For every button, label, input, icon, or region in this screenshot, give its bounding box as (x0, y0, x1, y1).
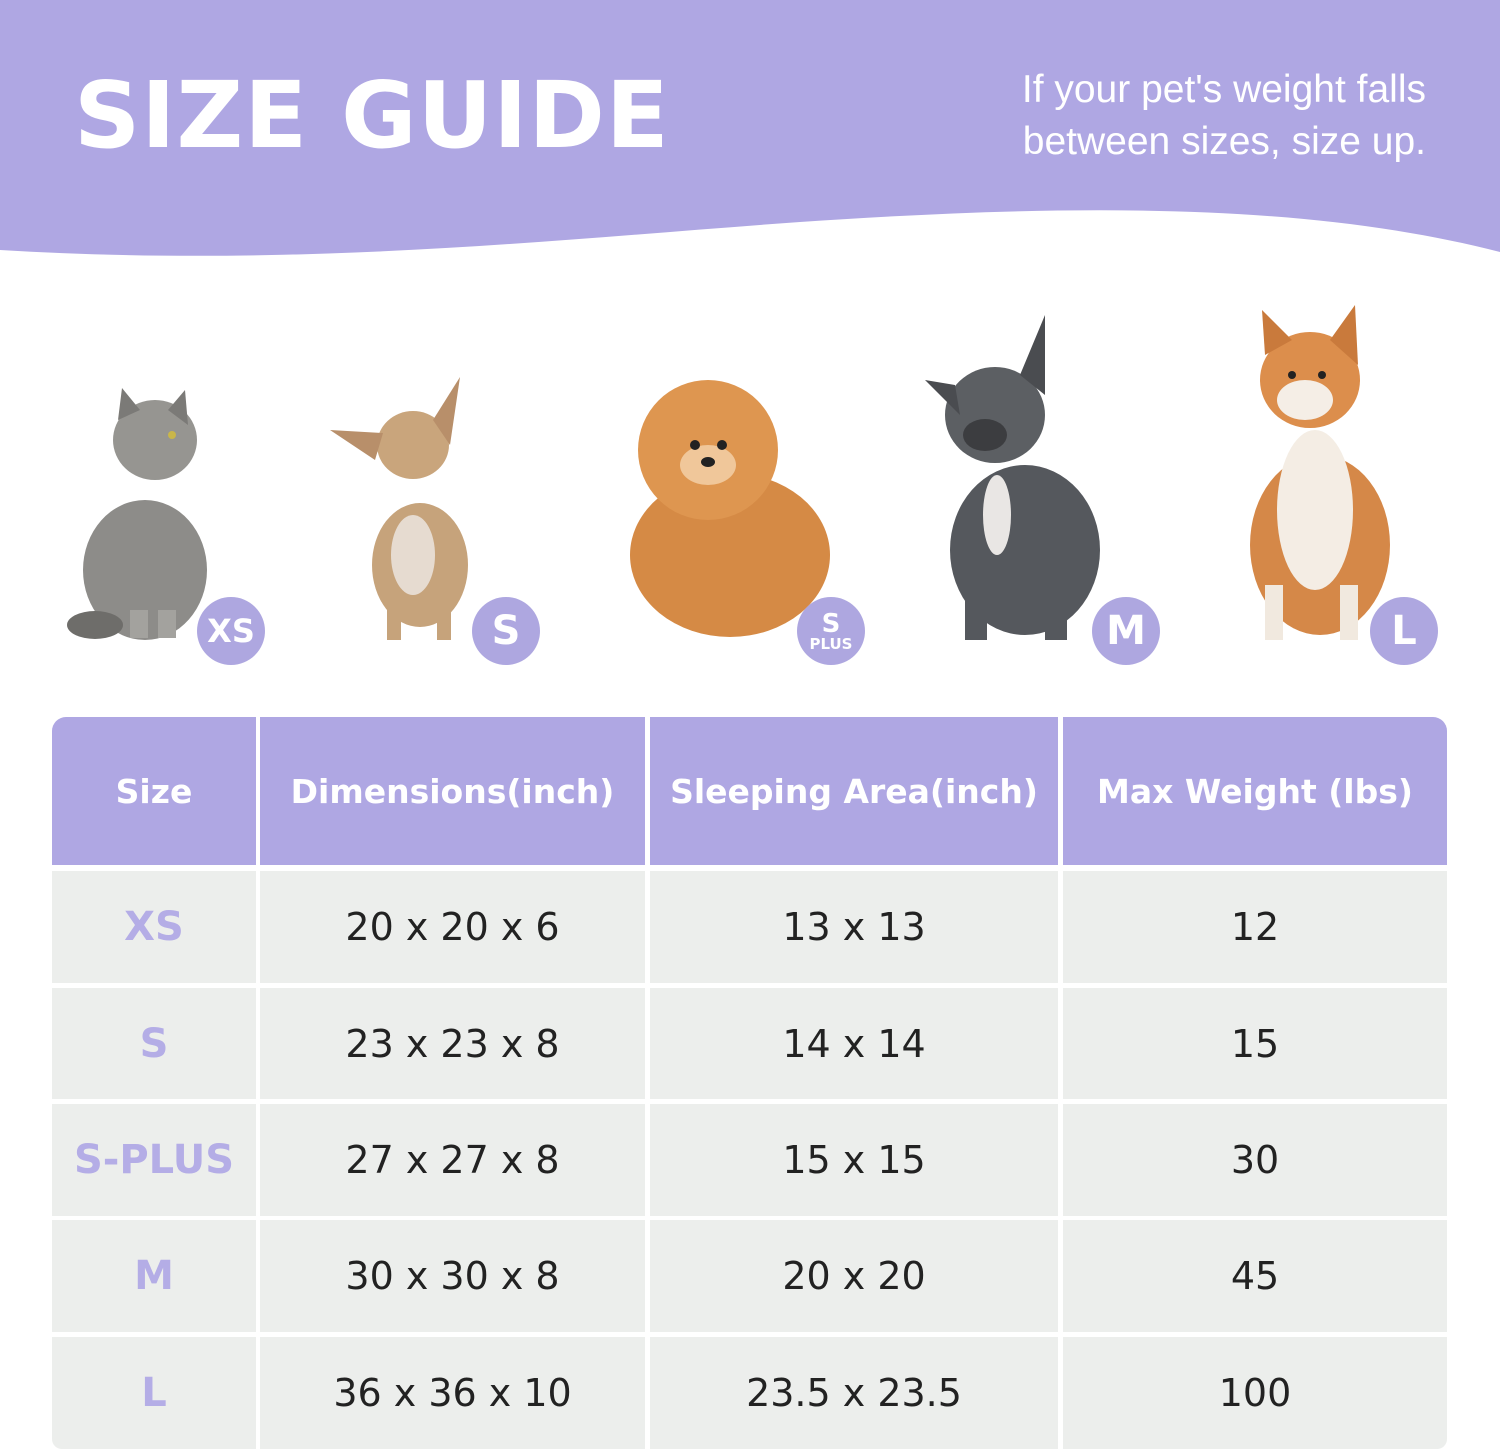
badge-label: M (1106, 608, 1146, 654)
badge-label: S (821, 608, 841, 639)
size-badge-xs: XS (197, 597, 265, 665)
size-badge-s-plus: S PLUS (797, 597, 865, 665)
header-size: Size (52, 717, 256, 865)
shiba-inu-image (1250, 305, 1390, 640)
cell-size: M (52, 1220, 256, 1332)
header-dimensions: Dimensions(inch) (260, 717, 645, 865)
cell-size: XS (52, 871, 256, 983)
cell-max-weight: 30 (1063, 1104, 1447, 1216)
badge-label: S (491, 608, 521, 654)
french-bulldog-image (925, 315, 1100, 640)
cell-max-weight: 45 (1063, 1220, 1447, 1332)
size-badge-l: L (1370, 597, 1438, 665)
page-title: SIZE GUIDE (74, 62, 670, 169)
cell-size: S-PLUS (52, 1104, 256, 1216)
cell-dimensions: 36 x 36 x 10 (260, 1337, 645, 1449)
cell-max-weight: 15 (1063, 988, 1447, 1099)
chihuahua-image (330, 377, 468, 640)
cell-dimensions: 20 x 20 x 6 (260, 871, 645, 983)
size-up-note: If your pet's weight falls between sizes… (866, 64, 1426, 168)
note-line-2: between sizes, size up. (1022, 120, 1426, 163)
size-badge-m: M (1092, 597, 1160, 665)
cell-dimensions: 30 x 30 x 8 (260, 1220, 645, 1332)
cell-sleeping-area: 13 x 13 (650, 871, 1058, 983)
cell-sleeping-area: 14 x 14 (650, 988, 1058, 1099)
pomeranian-image (630, 380, 830, 637)
badge-label: XS (207, 612, 255, 650)
header-max-weight: Max Weight (lbs) (1063, 717, 1447, 865)
header-sleeping-area: Sleeping Area(inch) (650, 717, 1058, 865)
cell-dimensions: 27 x 27 x 8 (260, 1104, 645, 1216)
cell-dimensions: 23 x 23 x 8 (260, 988, 645, 1099)
badge-sublabel: PLUS (809, 634, 853, 653)
size-badge-s: S (472, 597, 540, 665)
cell-max-weight: 12 (1063, 871, 1447, 983)
cell-sleeping-area: 23.5 x 23.5 (650, 1337, 1058, 1449)
size-table: Size Dimensions(inch) Sleeping Area(inch) M… (52, 717, 1447, 1449)
cell-sleeping-area: 15 x 15 (650, 1104, 1058, 1216)
badge-label: L (1391, 608, 1417, 654)
cell-size: L (52, 1337, 256, 1449)
cell-sleeping-area: 20 x 20 (650, 1220, 1058, 1332)
cell-max-weight: 100 (1063, 1337, 1447, 1449)
note-line-1: If your pet's weight falls (1021, 68, 1426, 111)
header-banner (0, 0, 1500, 256)
cell-size: S (52, 988, 256, 1099)
cat-image (67, 388, 207, 640)
